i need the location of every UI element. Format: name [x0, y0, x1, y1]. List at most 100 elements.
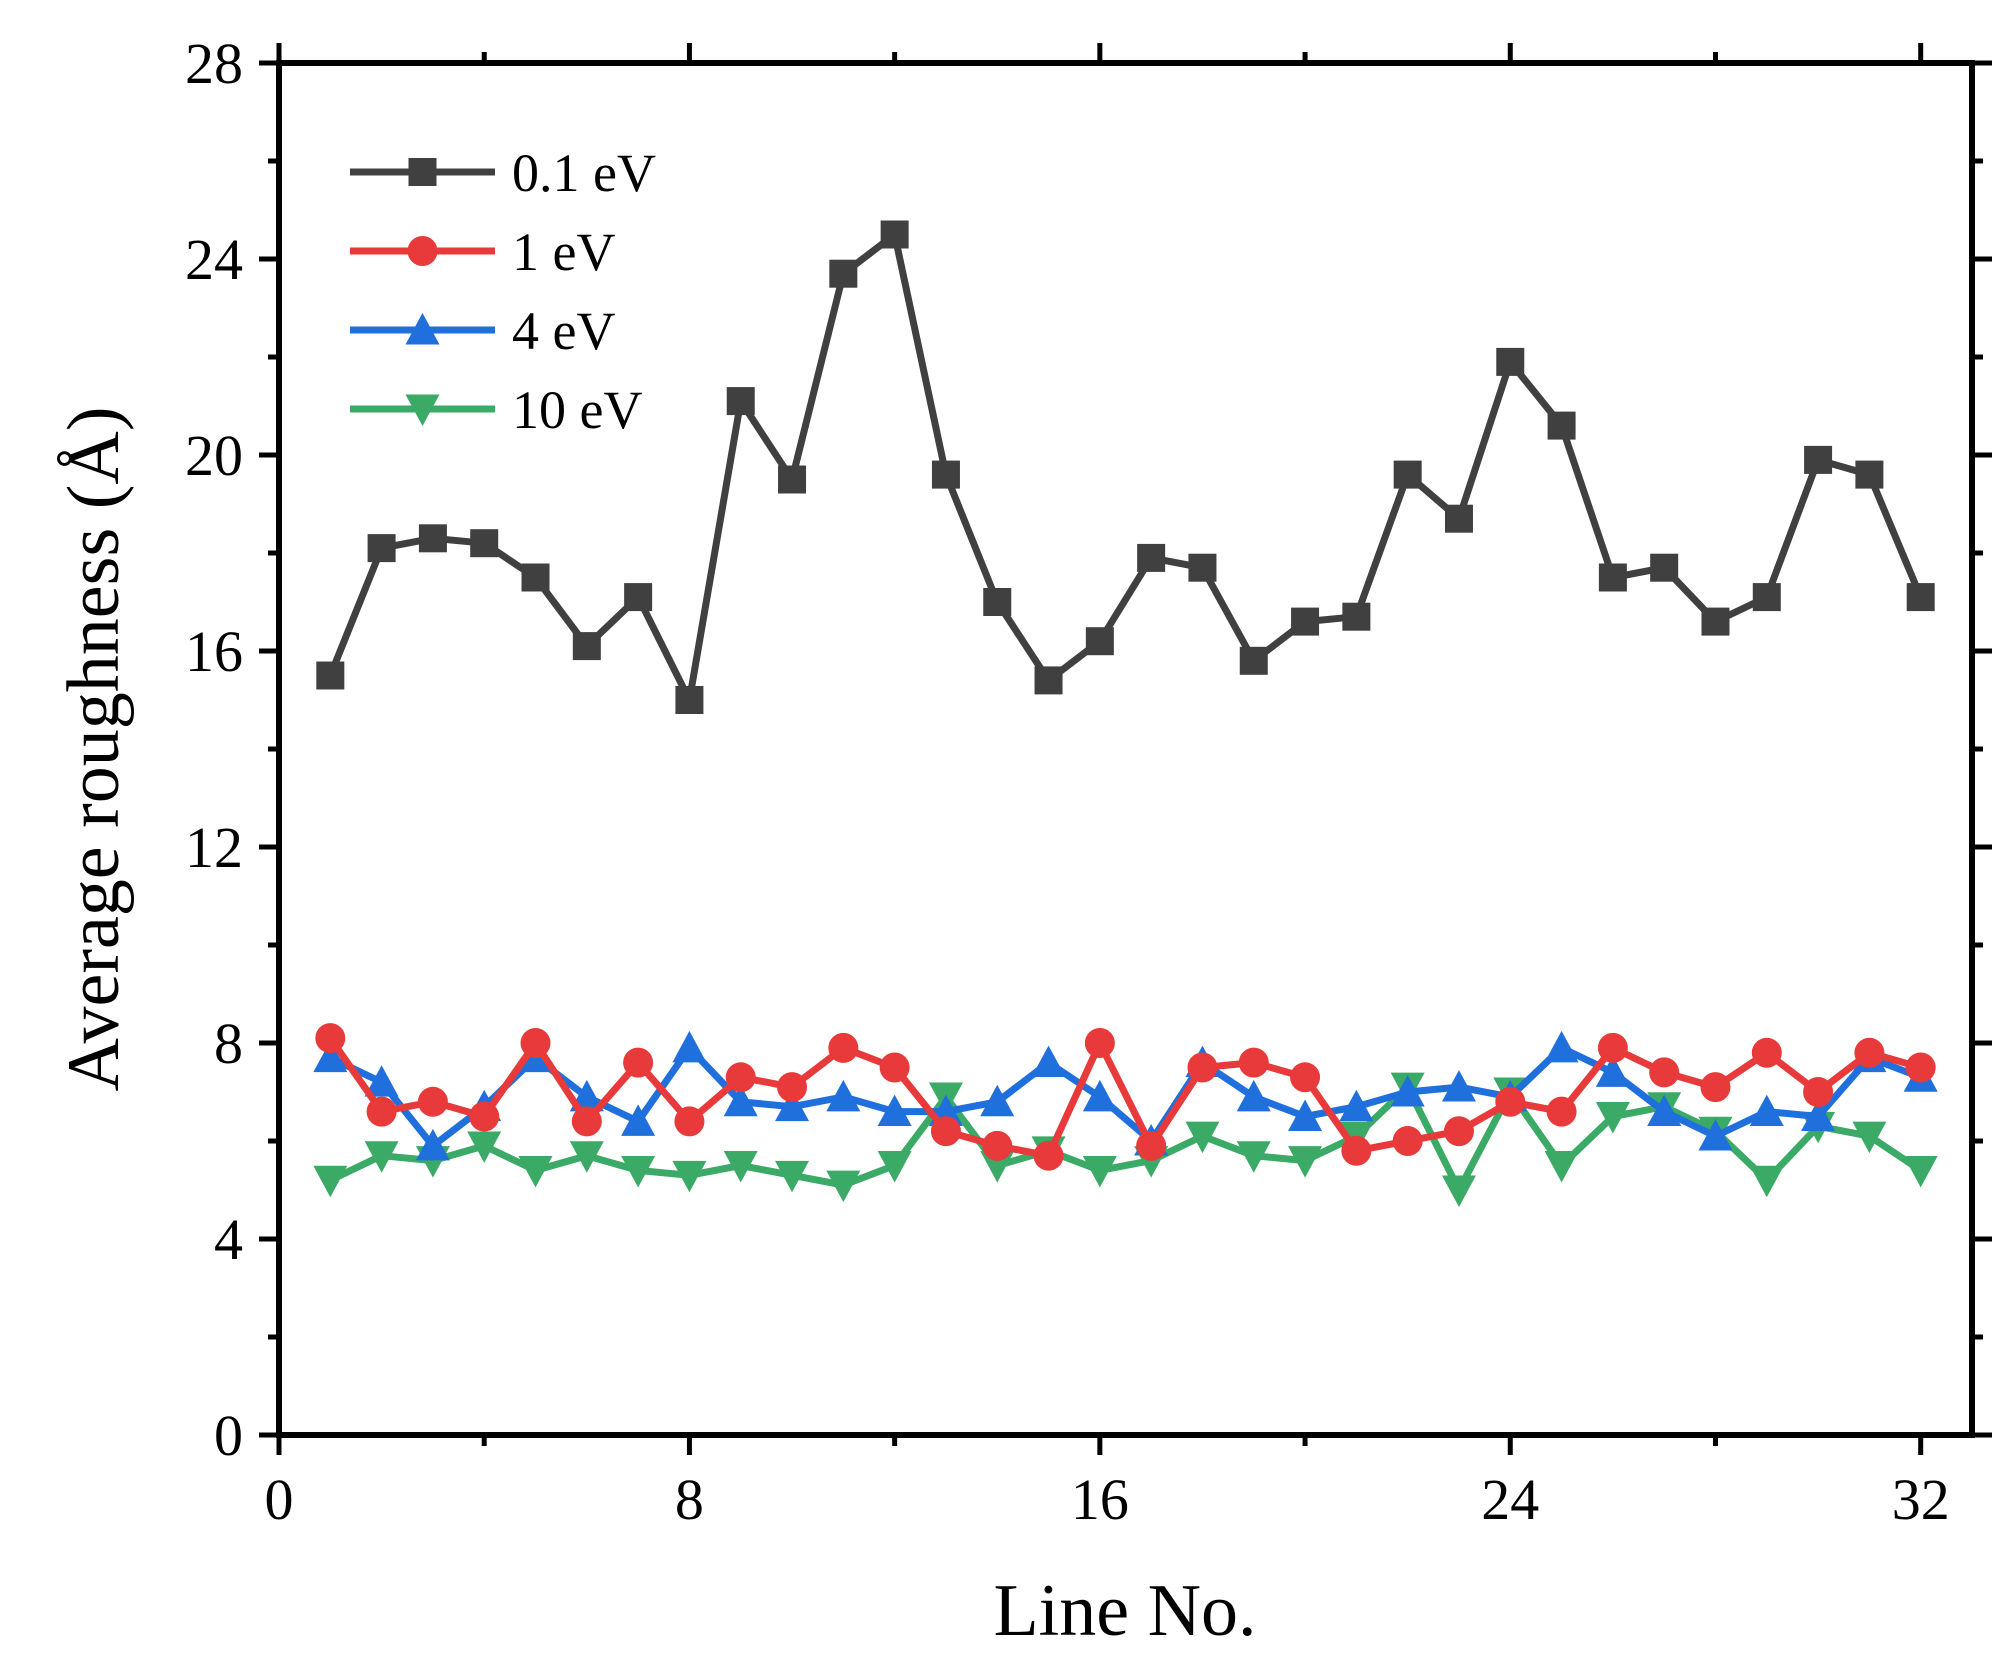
data-point-1-ev: [879, 1052, 910, 1083]
series-1-ev: [315, 1023, 1936, 1171]
data-point-1-ev: [1238, 1047, 1269, 1078]
data-point-0p1-ev: [1547, 411, 1576, 440]
x-tick-label: 24: [1481, 1467, 1539, 1532]
data-point-1-ev: [1084, 1028, 1115, 1058]
data-point-1-ev: [930, 1116, 961, 1147]
data-point-1-ev: [469, 1101, 500, 1132]
data-point-1-ev: [315, 1023, 346, 1054]
data-point-1-ev: [777, 1072, 808, 1103]
data-point-4-ev: [1082, 1079, 1117, 1112]
data-point-4-ev: [1801, 1099, 1836, 1131]
data-point-10-ev: [1288, 1146, 1323, 1178]
data-point-10-ev: [1441, 1175, 1476, 1207]
data-point-10-ev: [467, 1131, 502, 1163]
legend-marker: [405, 394, 440, 426]
legend-item-10-ev: 10 eV: [350, 380, 642, 440]
data-point-10-ev: [518, 1155, 553, 1188]
y-axis-title: Average roughness (Å): [53, 407, 135, 1092]
data-point-10-ev: [775, 1160, 810, 1193]
data-point-1-ev: [1751, 1037, 1782, 1068]
legend-marker: [407, 236, 438, 266]
data-point-0p1-ev: [675, 686, 704, 714]
y-tick-label: 8: [214, 1011, 243, 1076]
x-tick-label: 0: [265, 1467, 294, 1532]
data-point-4-ev: [1749, 1094, 1784, 1127]
data-point-10-ev: [672, 1160, 707, 1193]
data-point-0p1-ev: [1804, 445, 1833, 474]
x-axis-title: Line No.: [993, 1570, 1256, 1652]
data-point-4-ev: [415, 1128, 450, 1161]
data-point-0p1-ev: [778, 465, 807, 494]
data-point-0p1-ev: [1239, 646, 1268, 675]
y-tick-label: 24: [185, 227, 243, 292]
data-point-4-ev: [364, 1065, 399, 1097]
data-point-10-ev: [1544, 1151, 1579, 1183]
data-point-4-ev: [826, 1079, 861, 1112]
data-point-0p1-ev: [624, 583, 653, 612]
data-point-4-ev: [621, 1104, 656, 1136]
data-point-0p1-ev: [521, 563, 550, 592]
data-point-4-ev: [313, 1040, 348, 1073]
data-point-1-ev: [1854, 1037, 1885, 1068]
y-tick-label: 16: [185, 619, 243, 684]
data-point-1-ev: [1290, 1062, 1321, 1093]
data-point-4-ev: [980, 1084, 1015, 1117]
data-point-4-ev: [1698, 1119, 1733, 1151]
data-point-0p1-ev: [1496, 347, 1525, 376]
data-point-10-ev: [364, 1141, 399, 1173]
data-point-0p1-ev: [1291, 607, 1320, 636]
series-0p1-ev: [316, 220, 1935, 714]
legend-item-4-ev: 4 eV: [350, 301, 615, 361]
data-point-4-ev: [877, 1094, 912, 1127]
data-point-0p1-ev: [1906, 583, 1935, 612]
legend-marker: [408, 158, 437, 186]
data-point-10-ev: [826, 1170, 861, 1203]
data-point-0p1-ev: [931, 460, 960, 489]
data-point-4-ev: [723, 1084, 758, 1117]
data-point-0p1-ev: [316, 661, 345, 690]
y-tick-label: 0: [214, 1403, 243, 1468]
data-point-0p1-ev: [829, 259, 858, 288]
data-point-1-ev: [1803, 1077, 1834, 1107]
data-point-10-ev: [723, 1151, 758, 1183]
x-tick-label: 16: [1071, 1467, 1129, 1532]
x-tick-label: 8: [675, 1467, 704, 1532]
data-point-10-ev: [1749, 1165, 1784, 1198]
data-point-0p1-ev: [1701, 607, 1730, 636]
data-point-10-ev: [1595, 1102, 1630, 1134]
data-point-4-ev: [1236, 1079, 1271, 1112]
y-tick-label: 28: [185, 31, 243, 96]
data-point-0p1-ev: [1034, 666, 1063, 695]
data-point-0p1-ev: [367, 534, 396, 563]
data-point-1-ev: [1443, 1116, 1474, 1147]
data-point-1-ev: [828, 1032, 859, 1063]
data-point-1-ev: [1546, 1096, 1577, 1127]
data-point-10-ev: [313, 1165, 348, 1198]
data-point-10-ev: [1082, 1155, 1117, 1188]
legend-label: 0.1 eV: [512, 143, 656, 203]
data-point-1-ev: [674, 1106, 705, 1137]
data-point-4-ev: [1595, 1055, 1630, 1087]
y-tick-label: 4: [214, 1207, 243, 1272]
data-point-0p1-ev: [1444, 504, 1473, 533]
legend: 0.1 eV 1 eV 4 eV 10 eV: [350, 143, 656, 440]
data-point-0p1-ev: [1342, 602, 1371, 631]
data-point-10-ev: [569, 1141, 604, 1173]
data-point-10-ev: [1852, 1121, 1887, 1154]
data-point-1-ev: [417, 1086, 448, 1117]
legend-item-1-ev: 1 eV: [350, 222, 615, 282]
data-point-4-ev: [1339, 1089, 1374, 1122]
data-point-10-ev: [980, 1151, 1015, 1183]
data-point-4-ev: [1441, 1070, 1476, 1102]
data-point-4-ev: [1390, 1075, 1425, 1107]
data-point-10-ev: [1903, 1155, 1938, 1188]
data-point-1-ev: [366, 1096, 397, 1127]
data-point-0p1-ev: [880, 220, 909, 249]
data-point-4-ev: [1031, 1045, 1066, 1078]
legend-label: 4 eV: [512, 301, 615, 361]
data-point-0p1-ev: [1598, 563, 1627, 592]
legend-label: 1 eV: [512, 222, 615, 282]
data-point-10-ev: [1236, 1141, 1271, 1173]
